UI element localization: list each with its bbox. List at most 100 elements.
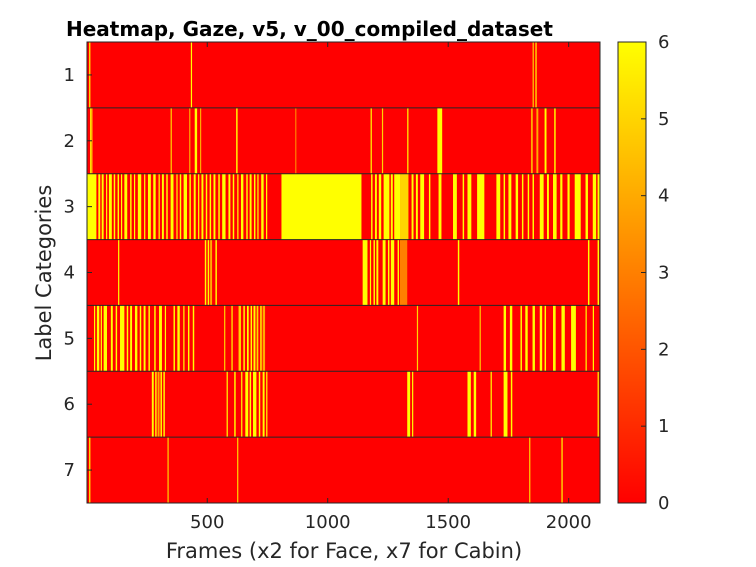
heatmap-cell [467, 173, 472, 240]
heatmap-cell [187, 305, 190, 372]
heatmap-cell [544, 107, 547, 174]
heatmap-cell [390, 239, 395, 306]
heatmap-cell [503, 371, 508, 438]
heatmap-cell [407, 107, 409, 174]
heatmap-cell [554, 107, 556, 174]
heatmap-cell [266, 371, 268, 438]
y-tick-label: 2 [64, 131, 75, 152]
heatmap-cell [373, 239, 375, 306]
heatmap-cell [192, 305, 195, 372]
heatmap-cell [106, 173, 108, 240]
chart-title: Heatmap, Gaze, v5, v_00_compiled_dataset [66, 17, 553, 41]
heatmap-cell [232, 173, 235, 240]
heatmap-cell [473, 371, 477, 438]
heatmap-cell [234, 371, 236, 438]
heatmap-cell [561, 305, 565, 372]
heatmap-cell [96, 305, 100, 372]
heatmap-cell [262, 305, 266, 372]
heatmap-cell [527, 173, 530, 240]
heatmap-cell [262, 371, 265, 438]
heatmap-cell [544, 305, 547, 372]
heatmap-cell [198, 173, 200, 240]
heatmap-cell [224, 305, 226, 372]
heatmap-cell [400, 173, 409, 240]
heatmap-cell [438, 173, 442, 240]
heatmap-cell [124, 173, 128, 240]
heatmap-cell [240, 173, 244, 240]
heatmap-cell [561, 437, 563, 503]
x-tick-label: 1500 [425, 512, 471, 533]
y-tick-label: 6 [64, 394, 75, 415]
heatmap-cell [179, 173, 182, 240]
heatmap-cell [574, 173, 581, 240]
y-tick-label: 1 [64, 65, 75, 86]
heatmap-cell [228, 173, 231, 240]
heatmap-cell [110, 305, 113, 372]
heatmap-cell [200, 107, 202, 174]
heatmap-cell [597, 173, 600, 240]
heatmap-cell [536, 107, 539, 174]
heatmap-cell [226, 371, 228, 438]
heatmap-cell [369, 239, 372, 306]
heatmap-cell [240, 371, 243, 438]
heatmap-cell [462, 173, 465, 240]
heatmap-cell [592, 305, 594, 372]
heatmap-cell [249, 371, 252, 438]
heatmap-cell [210, 239, 213, 306]
heatmap-cell [257, 173, 259, 240]
heatmap-cell [194, 107, 198, 174]
y-axis-label: Label Categories [32, 185, 56, 362]
heatmap-cell [520, 305, 522, 372]
heatmap-cell [148, 305, 150, 372]
heatmap-plot-area [86, 41, 601, 504]
heatmap-cell [120, 173, 123, 240]
heatmap-cell [164, 305, 167, 372]
heatmap-cell [120, 305, 125, 372]
heatmap-cell [170, 173, 174, 240]
heatmap-cell [189, 107, 191, 174]
heatmap-cell [231, 305, 233, 372]
heatmap-cell [539, 305, 543, 372]
heatmap-cell [394, 173, 401, 240]
heatmap-cell [503, 305, 507, 372]
heatmap-cell [91, 107, 93, 174]
heatmap-cell [407, 371, 411, 438]
heatmap-cell [597, 239, 600, 306]
heatmap-cell [567, 173, 570, 240]
heatmap-cell [477, 173, 485, 240]
heatmap-background [87, 42, 600, 503]
heatmap-cell [553, 305, 556, 372]
heatmap-cell [597, 371, 599, 438]
heatmap-cell [103, 305, 107, 372]
heatmap-cell [173, 305, 175, 372]
heatmap-cell [215, 239, 217, 306]
heatmap-cell [381, 107, 384, 174]
heatmap-cell [412, 371, 414, 438]
heatmap-cell [546, 173, 549, 240]
y-axis: 1 2 3 4 5 6 7 [64, 65, 92, 481]
heatmap-cell [183, 305, 185, 372]
colorbar-tick-label: 4 [658, 186, 669, 207]
heatmap-cell [207, 239, 210, 306]
heatmap-cell [420, 173, 425, 240]
heatmap-cell [510, 371, 513, 438]
heatmap-cell [515, 173, 519, 240]
heatmap-cell [532, 305, 535, 372]
heatmap-cell [167, 437, 169, 503]
colorbar-tick-label: 3 [658, 263, 669, 284]
heatmap-cell [383, 173, 390, 240]
heatmap-cell [118, 239, 120, 306]
heatmap-cell [154, 305, 156, 372]
x-axis: 500 1000 1500 2000 [190, 42, 592, 533]
heatmap-cell [428, 173, 431, 240]
colorbar-tick-label: 2 [658, 339, 669, 360]
heatmap-cell [159, 305, 162, 372]
colorbar-tick-label: 1 [658, 416, 669, 437]
heatmap-cell [113, 173, 116, 240]
heatmap-cell [160, 371, 162, 438]
heatmap-cell [137, 173, 142, 240]
heatmap-cell [144, 173, 146, 240]
heatmap-cell [245, 371, 249, 438]
heatmap-cell [553, 173, 557, 240]
